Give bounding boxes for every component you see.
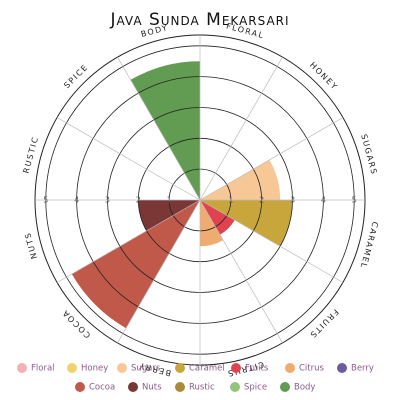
sector [200,200,235,235]
legend-swatch [128,382,138,392]
legend-label: Nuts [142,383,162,393]
category-label: Cocoa [60,308,92,340]
legend-swatch [75,382,85,392]
sector [200,200,224,247]
category-label: Nuts [23,231,39,260]
category-label: Rustic [22,135,41,174]
category-label: Caramel [358,221,379,270]
legend-label: Body [294,383,315,393]
legend-label: Rustic [189,383,215,393]
legend-label: Caramel [189,364,225,374]
sector [138,200,200,231]
sector [130,61,200,201]
spoke [117,199,201,344]
legend-swatch [285,363,295,373]
legend-label: Citrus [299,364,325,374]
legend-swatch [175,382,185,392]
category-label: Honey [308,60,340,92]
legend-swatch [231,363,241,373]
legend-label: Spice [244,383,267,393]
sector [200,200,293,247]
legend-swatch [230,382,240,392]
legend-swatch [17,363,27,373]
legend-label: Fruits [245,364,269,374]
spoke [199,56,283,201]
spoke [199,199,344,283]
legend-swatch [280,382,290,392]
legend-label: Berry [351,364,374,374]
legend-swatch [175,363,185,373]
legend-label: Cocoa [89,383,115,393]
spoke [56,199,201,283]
category-label: Spice [62,62,90,90]
sector [71,200,200,329]
spoke [199,199,283,344]
legend-swatch [67,363,77,373]
legend-label: Honey [81,364,108,374]
spoke [56,117,201,201]
sector [200,159,281,200]
chart-title: Java Sunda Mekarsari [109,10,289,30]
category-label: Fruits [307,307,340,340]
legend-label: Sugars [131,364,161,374]
legend-label: Floral [31,364,55,374]
spoke [199,117,344,201]
legend-swatch [117,363,127,373]
legend-swatch [337,363,347,373]
spoke [117,56,201,201]
